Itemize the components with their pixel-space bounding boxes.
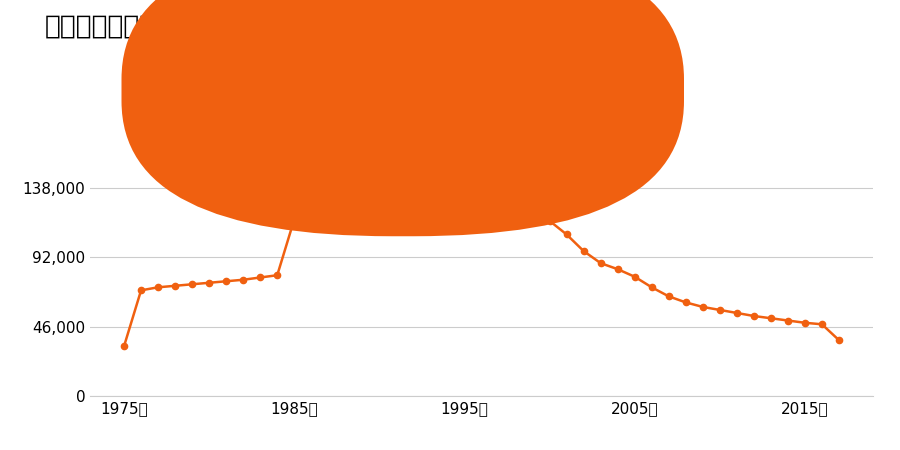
Text: 長野県飯山市大字飯山字肴町２２０８番の地価推移: 長野県飯山市大字飯山字肴町２２０８番の地価推移 xyxy=(45,14,410,40)
Legend: 価格: 価格 xyxy=(451,49,512,80)
Text: 価格: 価格 xyxy=(418,75,438,93)
